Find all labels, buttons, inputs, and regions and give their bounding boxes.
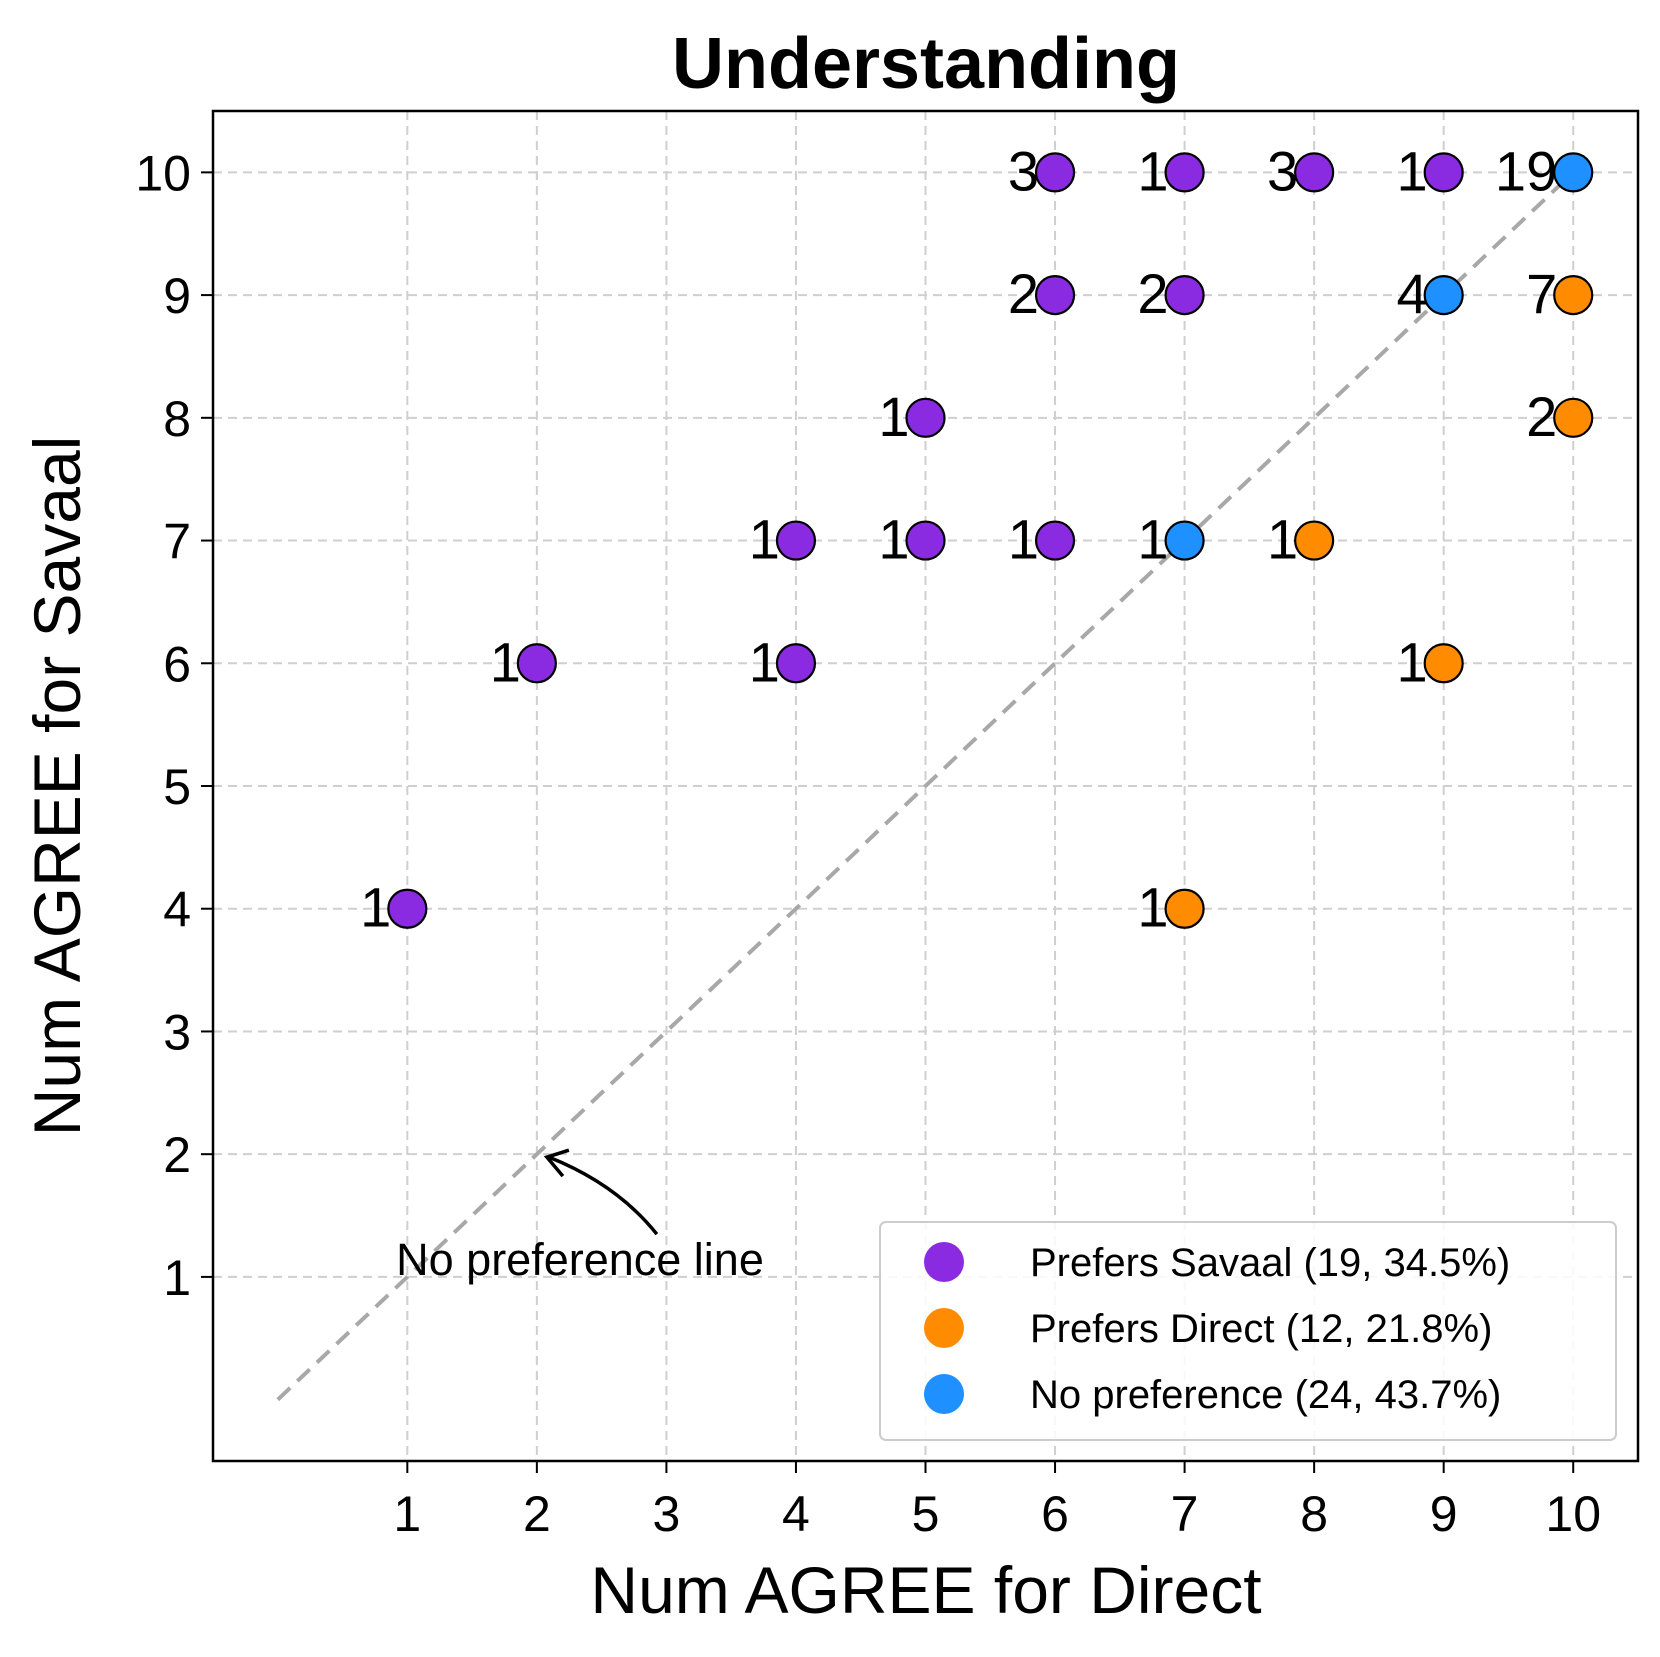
no-preference-line-label: No preference line [396,1234,764,1285]
point-count-label: 2 [1008,262,1039,325]
legend-marker [924,1242,964,1282]
chart-title: Understanding [672,24,1180,104]
legend: Prefers Savaal (19, 34.5%) Prefers Direct… [879,1221,1617,1441]
point-count-label: 1 [1137,139,1168,202]
point-count-label: 4 [1397,262,1428,325]
point-count-label: 1 [878,508,909,571]
x-tick-label: 6 [1041,1486,1069,1542]
data-point [387,888,428,929]
point-count-label: 1 [1137,876,1168,939]
y-tick-label: 1 [163,1250,191,1306]
y-tick-label: 3 [163,1004,191,1060]
point-count-label: 1 [878,385,909,448]
points-layer: 3 1 3 1 2 2 1 1 1 1 1 1 1 7 2 1 1 1 19 4 1 [360,139,1594,939]
point-count-label: 1 [1397,139,1428,202]
y-tick-label: 9 [163,268,191,324]
y-tick-label: 4 [163,882,191,938]
y-tick-label: 2 [163,1127,191,1183]
data-point [1164,274,1205,316]
data-point [1423,643,1464,684]
data-point [1164,520,1205,561]
x-tick-label: 2 [523,1486,551,1542]
data-point [1294,152,1335,193]
data-point [1553,397,1594,438]
no-preference-diagonal [276,170,1575,1402]
data-point [1294,520,1335,561]
y-tick-label: 7 [163,514,191,570]
x-tick-label: 4 [782,1486,810,1542]
data-point [1164,152,1205,193]
legend-label: No preference (24, 43.7%) [1030,1373,1501,1417]
point-count-label: 7 [1526,262,1557,325]
data-point [1034,520,1076,561]
point-count-label: 2 [1526,385,1557,448]
point-count-label: 1 [1397,630,1428,693]
point-count-label: 1 [360,876,391,939]
annotation: No preference line [396,1148,764,1285]
x-tick-label: 5 [912,1486,940,1542]
point-count-label: 1 [749,508,780,571]
data-point [775,643,817,684]
ticks-layer: 1 2 3 4 5 6 7 8 9 10 1 2 3 4 5 6 7 8 9 10 [135,145,1601,1542]
point-count-label: 19 [1495,139,1557,202]
x-tick-label: 3 [653,1486,681,1542]
annotation-arrow [548,1155,659,1236]
legend-box [879,1221,1617,1441]
diagonal-layer [276,170,1575,1402]
x-tick-label: 9 [1430,1486,1458,1542]
point-count-label: 1 [1008,508,1039,571]
y-axis-title: Num AGREE for Savaal [20,436,94,1137]
data-point [1423,274,1464,316]
annotation-arrowhead [543,1148,570,1178]
y-tick-label: 8 [163,391,191,447]
data-point [905,397,946,438]
data-point [1423,152,1464,193]
data-point [1553,152,1594,193]
y-tick-label: 10 [135,145,191,201]
legend-label: Prefers Direct (12, 21.8%) [1030,1307,1492,1351]
point-count-label: 1 [749,630,780,693]
data-point [905,520,946,561]
data-point [775,520,817,561]
legend-label: Prefers Savaal (19, 34.5%) [1030,1241,1510,1285]
x-tick-label: 8 [1300,1486,1328,1542]
x-tick-label: 10 [1545,1486,1601,1542]
x-tick-label: 7 [1171,1486,1199,1542]
point-count-label: 1 [1267,508,1298,571]
data-point [1034,274,1076,316]
data-point [1164,888,1205,929]
data-point [1034,152,1076,193]
y-tick-label: 6 [163,636,191,692]
data-point [516,643,557,684]
legend-marker [924,1374,964,1414]
x-tick-label: 1 [393,1486,421,1542]
y-tick-label: 5 [163,759,191,815]
point-count-label: 3 [1267,139,1298,202]
point-count-label: 1 [1137,508,1168,571]
point-count-label: 1 [490,630,521,693]
point-count-label: 3 [1008,139,1039,202]
legend-marker [924,1308,964,1348]
point-count-label: 2 [1137,262,1168,325]
data-point [1553,274,1594,316]
x-axis-title: Num AGREE for Direct [590,1553,1261,1627]
